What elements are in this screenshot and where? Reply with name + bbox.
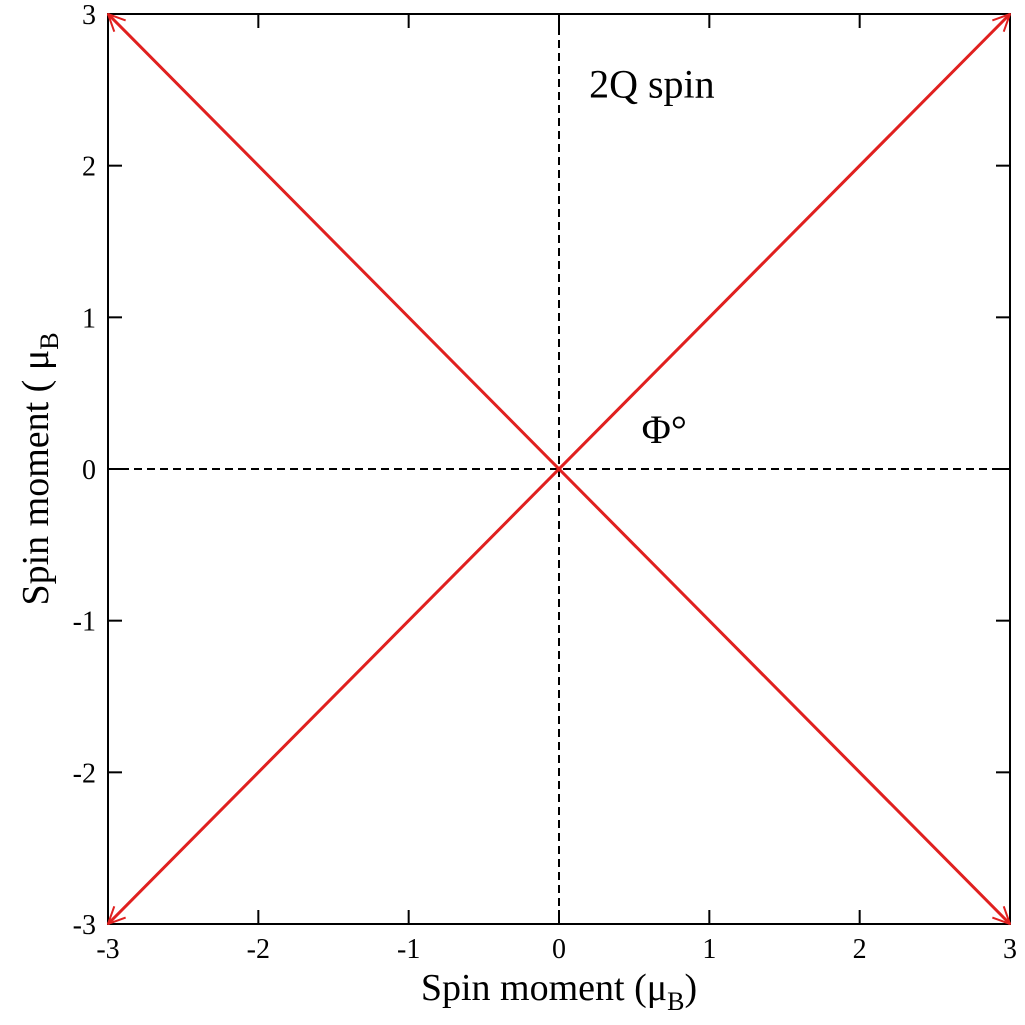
- x-label-sub: B: [667, 987, 684, 1016]
- x-tick-label: 2: [853, 934, 867, 965]
- x-tick-label: -2: [247, 934, 270, 965]
- y-tick-label: -3: [73, 910, 96, 941]
- x-axis-label: Spin moment (μB): [421, 967, 697, 1016]
- x-tick-label: -3: [96, 934, 119, 965]
- y-label-part: Spin moment ( μ: [15, 350, 57, 606]
- annotation: 2Q spin: [589, 61, 715, 106]
- y-tick-label: -2: [73, 758, 96, 789]
- x-tick-label: -1: [397, 934, 420, 965]
- y-tick-label: -1: [73, 607, 96, 638]
- y-axis-label: Spin moment ( μB: [15, 332, 64, 605]
- vector-arrow: [108, 14, 1010, 924]
- y-label-sub: B: [35, 332, 64, 349]
- x-label-part: ): [684, 967, 697, 1009]
- annotation: Φ°: [642, 407, 687, 452]
- x-label-part: Spin moment (μ: [421, 967, 667, 1009]
- y-tick-label: 1: [82, 303, 96, 334]
- y-tick-label: 0: [82, 455, 96, 486]
- x-tick-label: 1: [702, 934, 716, 965]
- y-tick-label: 2: [82, 152, 96, 183]
- x-tick-label: 3: [1003, 934, 1017, 965]
- y-tick-label: 3: [82, 0, 96, 31]
- x-tick-label: 0: [552, 934, 566, 965]
